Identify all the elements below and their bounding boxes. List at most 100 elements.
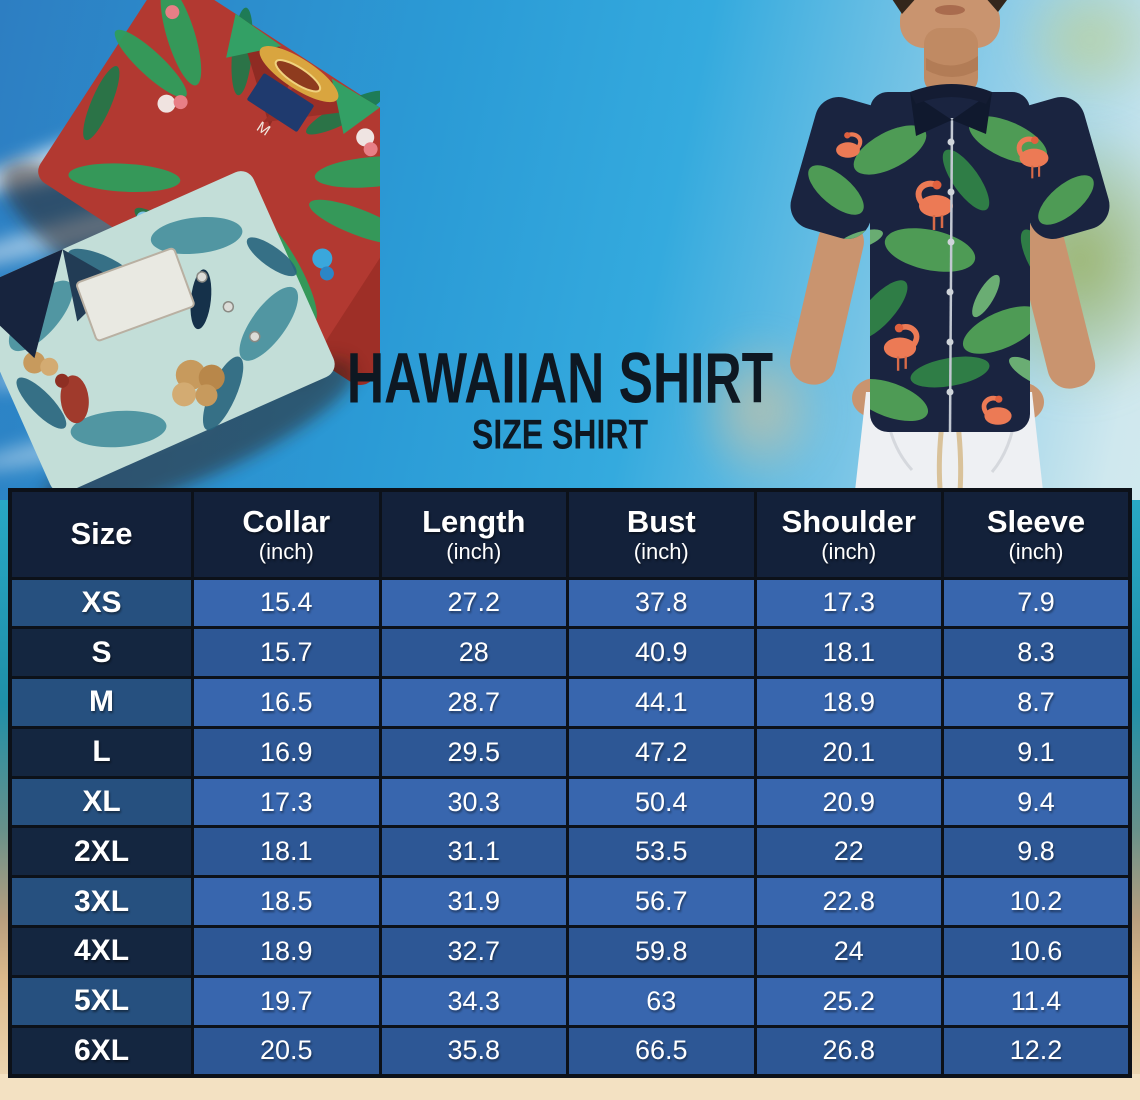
- table-row-s: S 15.7 28 40.9 18.1 8.3: [8, 626, 1132, 680]
- column-header-collar: Collar (inch): [191, 488, 382, 580]
- lips: [935, 5, 965, 15]
- column-header-shoulder: Shoulder (inch): [753, 488, 944, 580]
- value-cell: 66.5: [566, 1024, 757, 1078]
- size-label-cell: 5XL: [8, 974, 195, 1028]
- column-label: Size: [70, 515, 133, 551]
- value-cell: 18.5: [191, 875, 382, 929]
- value-cell: 25.2: [753, 974, 944, 1028]
- value-cell: 47.2: [566, 725, 757, 779]
- value-cell: 11.4: [940, 974, 1132, 1028]
- chest-pocket: [76, 247, 195, 342]
- collar: [910, 92, 952, 136]
- size-label-cell: M: [8, 676, 195, 729]
- sand-strip: [0, 1074, 1140, 1100]
- value-cell: 16.5: [191, 676, 382, 729]
- table-row-m: M 16.5 28.7 44.1 18.9 8.7: [8, 676, 1132, 729]
- value-cell: 9.4: [940, 775, 1132, 829]
- table-row-6xl: 6XL 20.5 35.8 66.5 26.8 12.2: [8, 1024, 1132, 1078]
- value-cell: 15.4: [191, 576, 382, 630]
- table-row-xs: XS 15.4 27.2 37.8 17.3 7.9: [8, 576, 1132, 630]
- column-unit: (inch): [633, 538, 689, 564]
- size-label-cell: S: [8, 626, 195, 680]
- value-cell: 10.6: [940, 925, 1132, 978]
- column-label: Collar: [242, 503, 331, 539]
- column-header-length: Length (inch): [378, 488, 570, 580]
- column-header-size: Size: [8, 488, 195, 580]
- size-label-cell: 4XL: [8, 925, 195, 978]
- column-label: Sleeve: [986, 503, 1086, 539]
- table-row-2xl: 2XL 18.1 31.1 53.5 22 9.8: [8, 825, 1132, 879]
- value-cell: 30.3: [378, 775, 570, 829]
- value-cell: 17.3: [191, 775, 382, 829]
- value-cell: 24: [753, 925, 944, 978]
- value-cell: 28.7: [378, 676, 570, 729]
- size-table-header: Size Collar (inch) Length (inch) Bust (inch) Sh…: [8, 488, 1132, 580]
- table-row-l: L 16.9 29.5 47.2 20.1 9.1: [8, 725, 1132, 779]
- value-cell: 26.8: [753, 1024, 944, 1078]
- size-label-cell: XS: [8, 576, 195, 630]
- value-cell: 8.7: [940, 676, 1132, 729]
- button-placket: [948, 117, 954, 432]
- column-header-sleeve: Sleeve (inch): [940, 488, 1132, 580]
- value-cell: 56.7: [566, 875, 757, 929]
- parrot-print: [55, 269, 212, 424]
- column-label: Bust: [626, 503, 696, 539]
- value-cell: 18.1: [191, 825, 382, 879]
- shirt-buttons: [946, 138, 955, 396]
- size-label-cell: XL: [8, 775, 195, 829]
- column-label: Length: [422, 503, 526, 539]
- value-cell: 29.5: [378, 725, 570, 779]
- column-label: Shoulder: [781, 503, 916, 539]
- value-cell: 27.2: [378, 576, 570, 630]
- value-cell: 16.9: [191, 725, 382, 779]
- size-label-cell: L: [8, 725, 195, 779]
- value-cell: 34.3: [378, 974, 570, 1028]
- value-cell: 22.8: [753, 875, 944, 929]
- size-table-body: XS 15.4 27.2 37.8 17.3 7.9 S 15.7 28 40.9 18.1 8.3 M…: [8, 576, 1132, 1078]
- value-cell: 8.3: [940, 626, 1132, 680]
- value-cell: 18.9: [191, 925, 382, 978]
- drawstring: [936, 423, 945, 489]
- value-cell: 10.2: [940, 875, 1132, 929]
- hibiscus-print: [23, 351, 225, 407]
- table-row-xl: XL 17.3 30.3 50.4 20.9 9.4: [8, 775, 1132, 829]
- value-cell: 19.7: [191, 974, 382, 1028]
- value-cell: 18.1: [753, 626, 944, 680]
- value-cell: 18.9: [753, 676, 944, 729]
- size-label-cell: 3XL: [8, 875, 195, 929]
- teal-hawaiian-shirt: [0, 171, 355, 490]
- table-row-3xl: 3XL 18.5 31.9 56.7 22.8 10.2: [8, 875, 1132, 929]
- column-unit: (inch): [1008, 538, 1064, 564]
- table-row-4xl: 4XL 18.9 32.7 59.8 24 10.6: [8, 925, 1132, 978]
- value-cell: 15.7: [191, 626, 382, 680]
- value-cell: 20.5: [191, 1024, 382, 1078]
- value-cell: 59.8: [566, 925, 757, 978]
- column-unit: (inch): [446, 538, 502, 564]
- column-header-bust: Bust (inch): [566, 488, 757, 580]
- value-cell: 40.9: [566, 626, 757, 680]
- value-cell: 12.2: [940, 1024, 1132, 1078]
- value-cell: 32.7: [378, 925, 570, 978]
- collar-flap: [0, 249, 63, 359]
- value-cell: 20.1: [753, 725, 944, 779]
- folded-shirts-photo: M: [0, 0, 380, 490]
- model-head: [892, 0, 1007, 94]
- value-cell: 31.9: [378, 875, 570, 929]
- value-cell: 44.1: [566, 676, 757, 729]
- value-cell: 17.3: [753, 576, 944, 630]
- size-label-cell: 2XL: [8, 825, 195, 879]
- title-block: HAWAIIAN SHIRT SIZE SHIRT: [270, 342, 850, 459]
- value-cell: 28: [378, 626, 570, 680]
- value-cell: 7.9: [940, 576, 1132, 630]
- value-cell: 22: [753, 825, 944, 879]
- value-cell: 35.8: [378, 1024, 570, 1078]
- table-row-5xl: 5XL 19.7 34.3 63 25.2 11.4: [8, 974, 1132, 1028]
- column-unit: (inch): [821, 538, 877, 564]
- column-unit: (inch): [258, 538, 314, 564]
- size-table: Size Collar (inch) Length (inch) Bust (inch) Sh…: [8, 488, 1132, 1078]
- flamingo-print: [836, 132, 1049, 425]
- value-cell: 31.1: [378, 825, 570, 879]
- model-photo: [790, 0, 1110, 500]
- page-subtitle: SIZE SHIRT: [471, 411, 649, 459]
